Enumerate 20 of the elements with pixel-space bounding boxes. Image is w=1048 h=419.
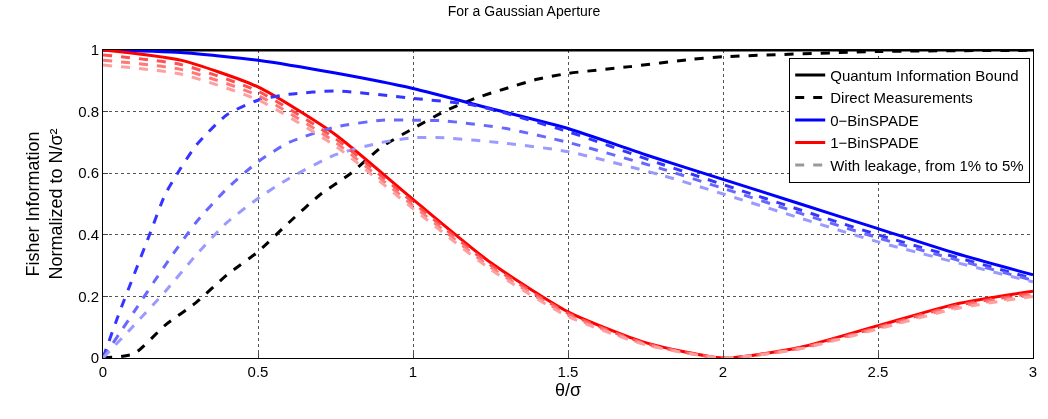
legend-label: 0−BinSPADE — [830, 111, 919, 129]
x-tick-label: 1.5 — [557, 363, 579, 380]
y-axis-title: Fisher Information Normalized to N/σ² — [22, 128, 67, 280]
x-tick-label: 0.5 — [247, 363, 269, 380]
x-tick-label: 2 — [718, 363, 728, 380]
legend-label: Quantum Information Bound — [830, 66, 1019, 84]
y-tick-label: 1 — [90, 41, 99, 59]
legend-label: With leakage, from 1% to 5% — [830, 156, 1024, 174]
y-tick-label: 0.8 — [78, 102, 99, 120]
y-tick-label: 0.4 — [78, 226, 99, 244]
x-tick-label: 1 — [408, 363, 418, 380]
y-tick-label: 0.6 — [78, 164, 99, 182]
x-tick-label: 2.5 — [867, 363, 889, 380]
y-tick-label: 0 — [90, 349, 99, 367]
legend-label: 1−BinSPADE — [830, 134, 919, 152]
chart-title: For a Gaussian Aperture — [447, 3, 601, 20]
legend-label: Direct Measurements — [830, 89, 973, 107]
y-tick-label: 0.2 — [78, 287, 99, 305]
x-tick-label: 3 — [1028, 363, 1038, 380]
x-axis-title: θ/σ — [554, 380, 582, 401]
